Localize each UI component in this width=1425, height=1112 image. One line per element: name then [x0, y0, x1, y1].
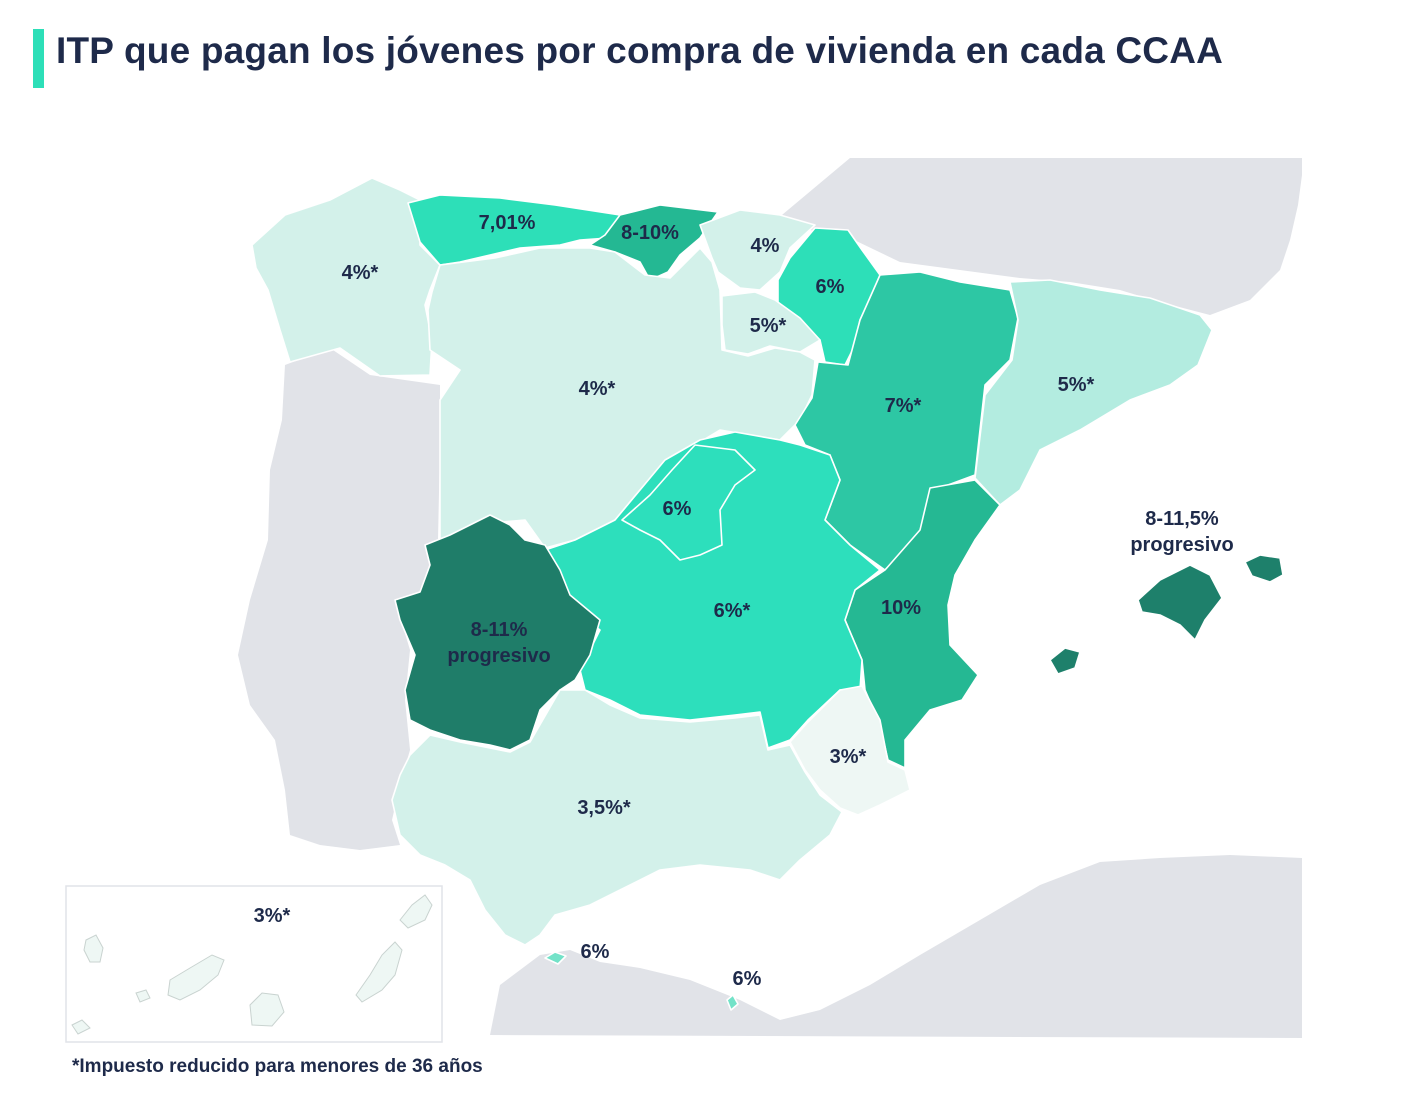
region-ceuta[interactable] — [544, 951, 567, 965]
island-la-gomera — [135, 989, 151, 1003]
region-extremadura[interactable] — [394, 514, 601, 751]
label-baleares-2: progresivo — [1130, 534, 1233, 556]
label-murcia: 3%* — [830, 746, 867, 768]
region-andalucia[interactable] — [391, 689, 843, 946]
label-melilla: 6% — [733, 968, 762, 990]
label-madrid: 6% — [663, 498, 692, 520]
island-fuerteventura — [355, 941, 403, 1003]
label-canarias: 3%* — [254, 905, 291, 927]
island-gran-canaria — [249, 992, 285, 1027]
label-pais-vasco: 4% — [751, 235, 780, 257]
label-baleares-1: 8-11,5% — [1145, 508, 1219, 530]
island-tenerife — [167, 954, 225, 1001]
region-murcia[interactable] — [789, 685, 911, 816]
label-aragon: 7%* — [885, 395, 922, 417]
canarias-islands[interactable] — [71, 894, 433, 1035]
label-cataluna: 5%* — [1058, 374, 1095, 396]
label-valencia: 10% — [881, 597, 921, 619]
region-castilla-la-mancha[interactable] — [544, 431, 881, 749]
label-castilla-leon: 4%* — [579, 378, 616, 400]
label-galicia: 4%* — [342, 262, 379, 284]
region-baleares-mallorca[interactable] — [1137, 564, 1223, 641]
region-baleares-ibiza[interactable] — [1049, 647, 1081, 675]
region-pais-vasco[interactable] — [699, 209, 816, 291]
island-lanzarote — [399, 894, 433, 929]
title-accent-bar — [33, 29, 44, 88]
label-extremadura-1: 8-11% — [471, 619, 528, 641]
region-cataluna[interactable] — [974, 279, 1213, 506]
label-navarra: 6% — [816, 276, 845, 298]
label-ceuta: 6% — [581, 941, 610, 963]
region-galicia[interactable] — [251, 177, 441, 377]
label-extremadura-2: progresivo — [447, 645, 550, 667]
label-la-rioja: 5%* — [750, 315, 787, 337]
footnote: *Impuesto reducido para menores de 36 añ… — [72, 1056, 483, 1077]
island-el-hierro — [71, 1019, 91, 1035]
page-title: ITP que pagan los jóvenes por compra de … — [56, 30, 1224, 71]
region-madrid[interactable] — [621, 444, 756, 561]
region-melilla[interactable] — [726, 994, 739, 1011]
africa-land — [490, 855, 1302, 1038]
island-la-palma — [83, 934, 104, 963]
region-baleares-menorca[interactable] — [1244, 554, 1284, 583]
label-asturias: 7,01% — [479, 212, 536, 234]
portugal-land — [238, 348, 440, 850]
label-cantabria: 8-10% — [621, 222, 679, 244]
label-andalucia: 3,5%* — [577, 797, 631, 819]
france-land — [770, 158, 1302, 315]
label-castilla-la-mancha: 6%* — [714, 600, 751, 622]
